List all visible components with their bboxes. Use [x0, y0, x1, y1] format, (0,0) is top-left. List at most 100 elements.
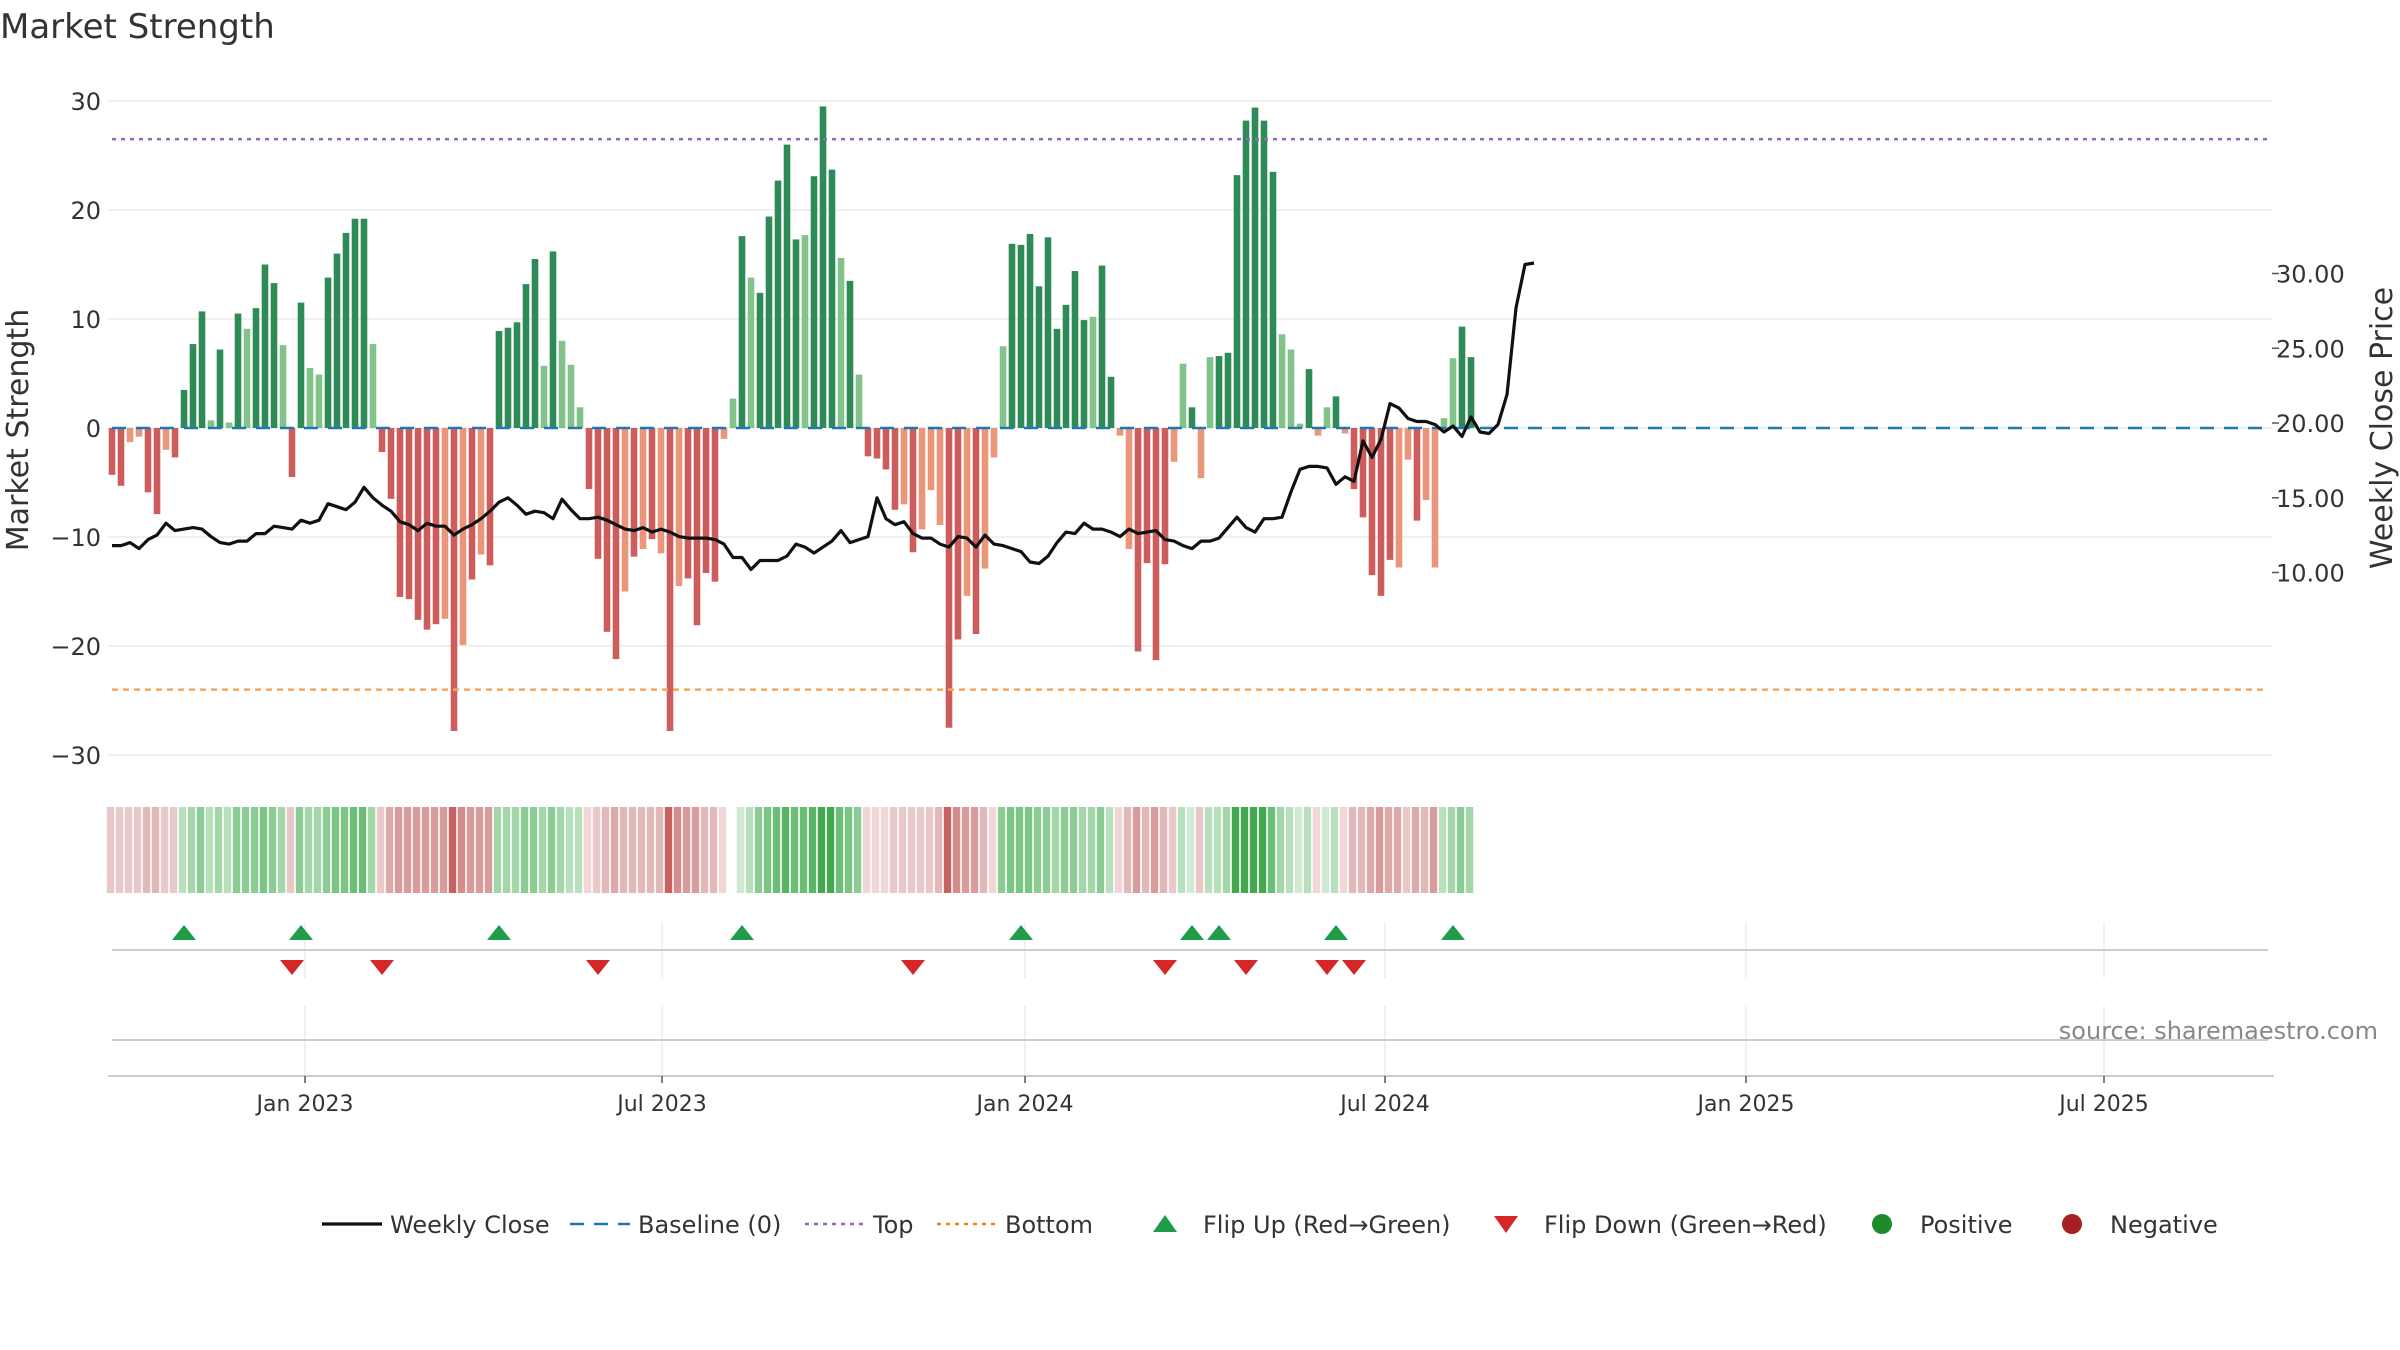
strip-cell: [655, 807, 664, 893]
strip-cell: [1321, 807, 1330, 893]
strength-bar: [1215, 356, 1223, 428]
strength-bar: [612, 428, 620, 660]
legend-label: Flip Up (Red→Green): [1203, 1211, 1451, 1239]
strip-cell: [673, 807, 682, 893]
strip-cell: [223, 807, 232, 893]
strip-cell: [601, 807, 610, 893]
strip-cell: [187, 807, 196, 893]
strength-bar: [1287, 349, 1295, 428]
legend-item: Baseline (0): [570, 1211, 781, 1239]
strip-cell: [1420, 807, 1429, 893]
strip-cell: [1384, 807, 1393, 893]
strip-cell: [547, 807, 556, 893]
strip-cell: [1375, 807, 1384, 893]
flip-down-marker: [370, 960, 394, 975]
right-tick-label: 10.00: [2276, 560, 2345, 588]
strength-bar: [1044, 237, 1052, 428]
left-tick-label: −30: [50, 742, 101, 770]
strength-bar: [477, 428, 485, 555]
legend-flip-down-icon: [1494, 1216, 1518, 1233]
legend-item: Flip Up (Red→Green): [1153, 1211, 1451, 1239]
strip-cell: [106, 807, 115, 893]
strip-cell: [745, 807, 754, 893]
strip-cell: [358, 807, 367, 893]
strength-bar: [378, 428, 386, 452]
strip-cell: [1105, 807, 1114, 893]
strip-cell: [484, 807, 493, 893]
right-tick-label: 20.00: [2276, 410, 2345, 438]
strength-bar: [837, 257, 845, 428]
strip-cell: [178, 807, 187, 893]
strength-bar: [324, 277, 332, 428]
strip-cell: [1312, 807, 1321, 893]
right-tick-label: 30.00: [2276, 261, 2345, 289]
strip-cell: [133, 807, 142, 893]
strength-bar: [576, 407, 584, 428]
legend-circle-icon: [2062, 1214, 2082, 1234]
strength-bar: [855, 374, 863, 428]
strip-cell: [574, 807, 583, 893]
legend-label: Flip Down (Green→Red): [1544, 1211, 1827, 1239]
strength-bar: [1386, 428, 1394, 560]
strip-cell: [853, 807, 862, 893]
strip-cell: [898, 807, 907, 893]
left-tick-label: 30: [70, 88, 101, 116]
strength-bar: [549, 251, 557, 428]
strength-bar: [117, 428, 125, 486]
strength-bar: [1098, 265, 1106, 428]
strip-cell: [682, 807, 691, 893]
strength-bar: [1143, 428, 1151, 564]
strength-bar: [810, 176, 818, 428]
strip-cell: [313, 807, 322, 893]
strip-cell: [448, 807, 457, 893]
legend-label: Bottom: [1005, 1211, 1093, 1239]
strength-bar: [1170, 428, 1178, 462]
date-label: Jan 2023: [255, 1092, 354, 1117]
flip-up-marker: [289, 925, 313, 940]
strip-cell: [1285, 807, 1294, 893]
strength-bar: [414, 428, 422, 620]
strength-bar: [1035, 286, 1043, 428]
strip-cell: [160, 807, 169, 893]
strength-bar: [873, 428, 881, 459]
strength-bar: [495, 330, 503, 428]
flip-up-marker: [172, 925, 196, 940]
strip-cell: [1258, 807, 1267, 893]
strength-bar: [621, 428, 629, 592]
strength-bar: [360, 218, 368, 428]
strength-bar: [1431, 428, 1439, 568]
strip-cell: [331, 807, 340, 893]
strength-bar: [1368, 428, 1376, 576]
strip-cell: [205, 807, 214, 893]
strength-bar: [567, 364, 575, 428]
strip-cell: [1294, 807, 1303, 893]
strip-cell: [556, 807, 565, 893]
strip-cell: [1465, 807, 1474, 893]
strip-cell: [241, 807, 250, 893]
strength-bar: [738, 236, 746, 428]
strip-cell: [880, 807, 889, 893]
strength-bar: [207, 420, 215, 428]
strip-cell: [421, 807, 430, 893]
strip-cell: [1222, 807, 1231, 893]
strip-cell: [1429, 807, 1438, 893]
date-label: Jul 2025: [2057, 1092, 2149, 1117]
strength-bar: [792, 239, 800, 428]
strength-bar: [702, 428, 710, 573]
strength-heat-strip: [106, 807, 1474, 893]
strength-bar: [558, 340, 566, 428]
strip-cell: [961, 807, 970, 893]
strip-cell: [1231, 807, 1240, 893]
strip-cell: [592, 807, 601, 893]
left-tick-label: 20: [70, 197, 101, 225]
flip-down-marker: [1315, 960, 1339, 975]
strip-cell: [1015, 807, 1024, 893]
strip-cell: [862, 807, 871, 893]
strip-cell: [430, 807, 439, 893]
strip-cell: [916, 807, 925, 893]
strength-bar: [153, 428, 161, 515]
strip-cell: [268, 807, 277, 893]
date-label: Jan 2025: [1696, 1092, 1795, 1117]
strength-bar: [990, 428, 998, 458]
strip-cell: [1267, 807, 1276, 893]
